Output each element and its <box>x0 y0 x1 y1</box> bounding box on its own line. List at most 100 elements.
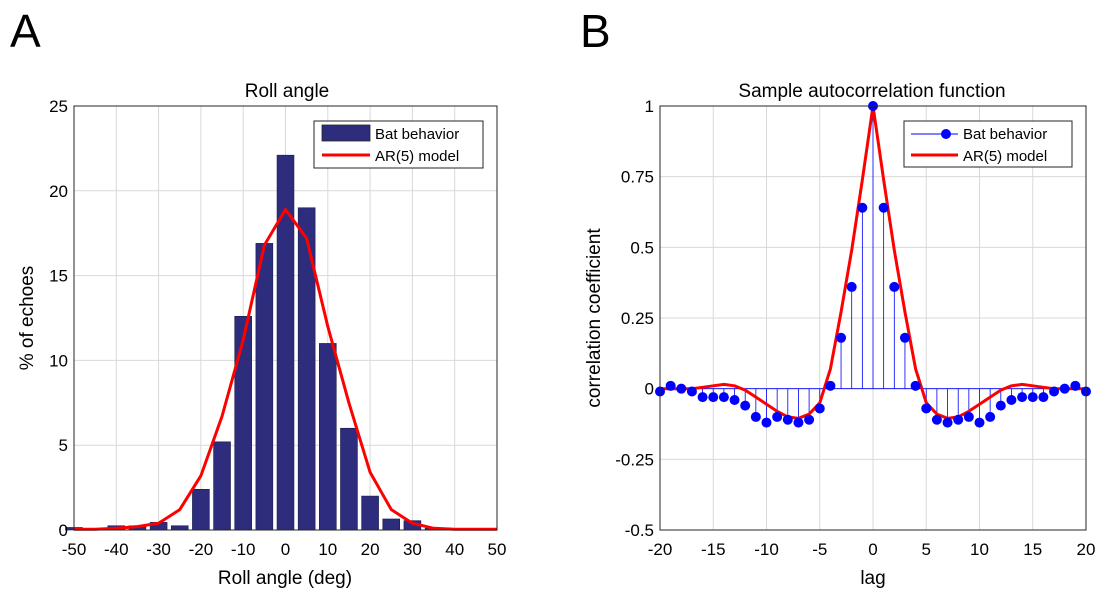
stem-marker <box>1059 383 1070 394</box>
x-tick-label: -10 <box>231 540 256 559</box>
stem-marker <box>814 403 825 414</box>
stem-marker <box>1006 394 1017 405</box>
x-tick-label: 0 <box>281 540 290 559</box>
y-tick-label: 1 <box>645 97 654 116</box>
y-tick-label: 0.5 <box>630 238 654 257</box>
stem-marker <box>953 414 964 425</box>
histogram-bar <box>170 525 189 531</box>
histogram-bar <box>319 343 337 531</box>
stem-marker <box>942 417 953 428</box>
x-tick-label: -15 <box>701 540 726 559</box>
histogram-bar <box>192 488 210 531</box>
stem-marker <box>782 414 793 425</box>
x-tick-label: -5 <box>812 540 827 559</box>
x-tick-label: 40 <box>445 540 464 559</box>
stem-marker <box>1049 386 1060 397</box>
stem-marker <box>825 380 836 391</box>
histogram-bar <box>234 316 252 531</box>
tick-labels: -20 -15 -10 -5 0 5 10 15 20 -0.5 -0.25 0 0.25 0.5 0.75… <box>615 97 1095 559</box>
chart-title: Sample autocorrelation function <box>738 81 1005 102</box>
x-axis-label: Roll angle (deg) <box>218 568 352 589</box>
x-tick-label: 5 <box>922 540 931 559</box>
stem-marker <box>899 332 910 343</box>
stem-marker <box>729 394 740 405</box>
x-tick-label: -50 <box>62 540 87 559</box>
histogram-bar <box>255 243 274 531</box>
legend-swatch-marker <box>941 129 951 139</box>
histogram-bar <box>297 207 316 531</box>
legend: Bat behavior AR(5) model <box>313 120 484 169</box>
stem-marker <box>1027 392 1038 403</box>
chart-autocorrelation: Sample autocorrelation function -20 -15 -1… <box>584 81 1095 589</box>
histogram-bar <box>382 518 401 531</box>
legend-label-bat-behavior: Bat behavior <box>375 126 459 143</box>
y-tick-label: 0.25 <box>621 309 654 328</box>
stem-marker <box>772 411 783 422</box>
model-line <box>74 208 497 531</box>
stem-marker <box>921 403 932 414</box>
stem-marker <box>1038 392 1049 403</box>
x-tick-label: 50 <box>488 540 507 559</box>
stem-marker <box>995 400 1006 411</box>
y-tick-label: 20 <box>49 182 68 201</box>
tick-labels: -50 -40 -30 -20 -10 0 10 20 30 40 50 0 5 10 15 20 25 <box>49 97 506 559</box>
x-axis-label: lag <box>860 568 885 589</box>
x-tick-label: 10 <box>318 540 337 559</box>
y-tick-label: -0.25 <box>615 450 654 469</box>
x-tick-label: 0 <box>868 540 877 559</box>
histogram-bar <box>213 441 231 531</box>
panel-label-b: B <box>580 5 611 57</box>
model-line-series <box>74 208 497 531</box>
stem-marker <box>963 411 974 422</box>
stem-marker <box>878 202 889 213</box>
x-tick-label: -40 <box>104 540 129 559</box>
stem-marker <box>931 414 942 425</box>
stem-marker <box>708 392 719 403</box>
stem-marker <box>889 281 900 292</box>
legend-swatch-bar <box>321 124 371 142</box>
legend-label-ar5-model: AR(5) model <box>963 148 1047 165</box>
histogram-bar <box>340 427 358 531</box>
stem-marker <box>1017 392 1028 403</box>
x-tick-label: 15 <box>1023 540 1042 559</box>
axes-frame <box>659 105 1087 531</box>
y-tick-label: 25 <box>49 97 68 116</box>
x-tick-label: -20 <box>648 540 673 559</box>
legend: Bat behavior AR(5) model <box>903 120 1073 168</box>
stem-marker <box>740 400 751 411</box>
stem-marker <box>761 417 772 428</box>
y-tick-label: 0 <box>645 380 654 399</box>
stem-marker <box>750 411 761 422</box>
x-tick-label: 30 <box>403 540 422 559</box>
stem-marker <box>697 392 708 403</box>
stem-marker <box>836 332 847 343</box>
bar-series <box>65 154 443 531</box>
stem-marker <box>676 383 687 394</box>
histogram-bar <box>361 495 379 531</box>
legend-label-bat-behavior: Bat behavior <box>963 126 1047 143</box>
stem-marker <box>1070 380 1081 391</box>
y-tick-label: 5 <box>59 436 68 455</box>
stem-points <box>655 101 1091 428</box>
x-tick-label: -10 <box>754 540 779 559</box>
stem-marker <box>793 417 804 428</box>
stem-marker <box>665 380 676 391</box>
x-tick-label: 20 <box>1077 540 1096 559</box>
y-axis-label: % of echoes <box>17 266 38 371</box>
x-tick-label: -20 <box>189 540 214 559</box>
stem-marker <box>974 417 985 428</box>
legend-box <box>903 120 1073 168</box>
chart-title: Roll angle <box>245 81 330 102</box>
stem-marker <box>804 414 815 425</box>
y-tick-label: 15 <box>49 267 68 286</box>
stem-marker <box>846 281 857 292</box>
chart-roll-angle: Roll angle -50 -40 -30 -20 -10 0 10 20 30 40 50 0 5 1… <box>17 81 506 589</box>
y-tick-label: 0.75 <box>621 168 654 187</box>
x-tick-label: -30 <box>146 540 171 559</box>
axes-frame <box>73 105 498 531</box>
legend-label-ar5-model: AR(5) model <box>375 148 459 165</box>
stem-marker <box>686 386 697 397</box>
y-tick-label: 0 <box>59 521 68 540</box>
y-tick-label: 10 <box>49 351 68 370</box>
